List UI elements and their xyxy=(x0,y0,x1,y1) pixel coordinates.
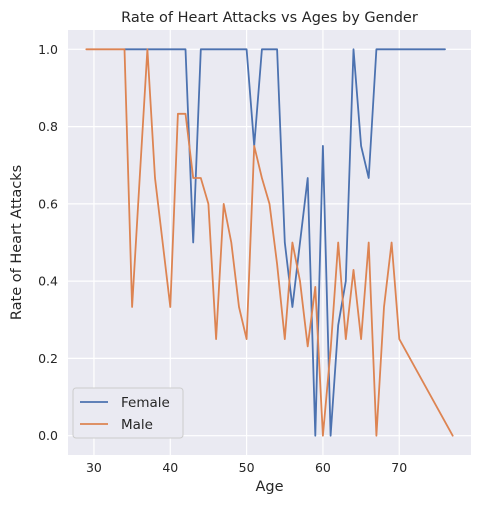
y-tick-label: 0.2 xyxy=(38,351,58,366)
series-layer xyxy=(85,48,454,437)
legend-female-label: Female xyxy=(121,395,170,411)
x-tick-label: 40 xyxy=(162,460,178,475)
female-series-line xyxy=(123,48,446,437)
x-tick-label: 50 xyxy=(239,460,255,475)
y-tick-label: 1.0 xyxy=(38,42,58,57)
x-tick-label: 70 xyxy=(391,460,407,475)
y-tick-label: 0.8 xyxy=(38,119,58,134)
x-axis-label: Age xyxy=(255,479,283,495)
tick-labels: 30 40 50 60 70 0.0 0.2 0.4 0.6 0.8 1.0 xyxy=(38,42,407,475)
y-tick-label: 0.4 xyxy=(38,274,58,289)
chart-title: Rate of Heart Attacks vs Ages by Gender xyxy=(121,10,418,26)
legend: Female Male xyxy=(72,387,184,439)
y-tick-label: 0.6 xyxy=(38,196,58,211)
y-axis-label: Rate of Heart Attacks xyxy=(9,165,25,320)
x-tick-label: 60 xyxy=(315,460,331,475)
male-series-line xyxy=(85,48,454,437)
y-tick-label: 0.0 xyxy=(38,428,58,443)
legend-box xyxy=(72,387,184,439)
legend-male-label: Male xyxy=(121,417,153,433)
x-tick-label: 30 xyxy=(86,460,102,475)
